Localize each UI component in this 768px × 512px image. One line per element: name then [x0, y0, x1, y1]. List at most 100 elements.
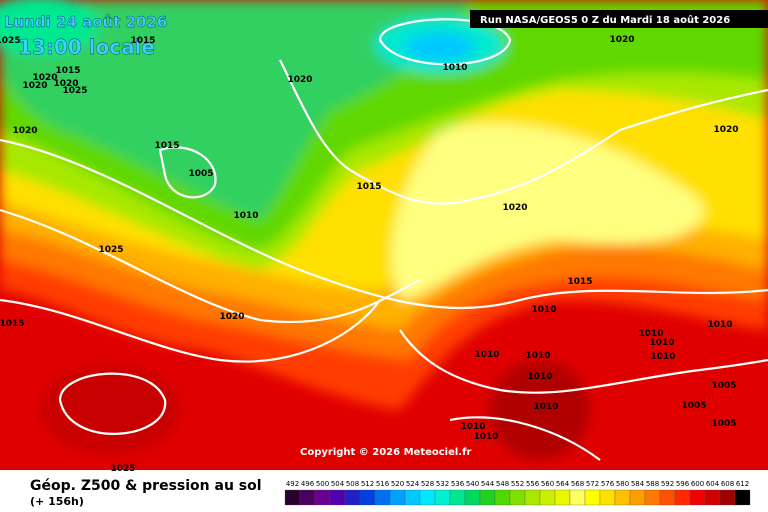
colorbar-swatch: [359, 489, 376, 506]
colorbar-label: 596: [676, 480, 690, 488]
isobar-label: 1010: [527, 372, 552, 382]
isobar-label: 1020: [12, 126, 37, 136]
colorbar-swatch: [734, 489, 751, 506]
colorbar-swatch: [719, 489, 736, 506]
colorbar-label: 604: [706, 480, 720, 488]
colorbar-label: 572: [586, 480, 599, 488]
isobar-label: 1015: [356, 182, 381, 192]
isobar-label: 1020: [53, 79, 78, 89]
colorbar-label: 496: [301, 480, 315, 488]
isobar-label: 1015: [130, 36, 155, 46]
colorbar-label: 548: [496, 480, 509, 488]
forecast-time: 13:00 locale: [18, 35, 155, 59]
colorbar-swatch: [494, 489, 511, 506]
isobar-label: 1010: [474, 350, 499, 360]
isobar-label: 1020: [287, 75, 312, 85]
colorbar-label: 560: [541, 480, 554, 488]
colorbar-swatch: [404, 489, 421, 506]
colorbar-swatch: [689, 489, 706, 506]
colorbar-label: 544: [481, 480, 495, 488]
colorbar-label: 492: [286, 480, 299, 488]
colorbar-swatch: [584, 489, 601, 506]
colorbar-label: 552: [511, 480, 524, 488]
forecast-date: Lundi 24 août 2026: [4, 13, 167, 31]
colorbar-swatch: [704, 489, 721, 506]
isobar-label: 1010: [649, 338, 674, 348]
colorbar-swatch: [524, 489, 541, 506]
isobar-label: 1015: [55, 66, 80, 76]
isobar-label: 1005: [681, 401, 706, 411]
colorbar-swatch: [314, 489, 331, 506]
colorbar-label: 532: [436, 480, 449, 488]
colorbar-label: 612: [736, 480, 749, 488]
isobar-label: 1010: [533, 402, 558, 412]
colorbar-swatch: [509, 489, 526, 506]
colorbar-swatch: [599, 489, 616, 506]
colorbar-swatch: [329, 489, 346, 506]
isobar-label: 1010: [638, 329, 663, 339]
isobar-label: 1025: [0, 36, 21, 46]
isobar-label: 1010: [525, 351, 550, 361]
isobar-label: 1005: [188, 169, 213, 179]
isobar-label: 1010: [531, 305, 556, 315]
colorbar-swatch: [449, 489, 466, 506]
colorbar-label: 556: [526, 480, 540, 488]
colorbar-label: 592: [661, 480, 674, 488]
colorbar-swatch: [629, 489, 646, 506]
isobar-label: 1015: [567, 277, 592, 287]
colorbar-swatch: [434, 489, 451, 506]
isobar-label: 1005: [711, 419, 736, 429]
copyright: Copyright © 2026 Meteociel.fr: [300, 447, 471, 458]
isobar-label: 1020: [502, 203, 527, 213]
isobar-label: 1020: [609, 35, 634, 45]
colorbar-swatch: [659, 489, 676, 506]
colorbar-swatch: [389, 489, 406, 506]
colorbar-swatch: [674, 489, 691, 506]
colorbar-swatch: [464, 489, 481, 506]
colorbar-label: 580: [616, 480, 629, 488]
isobars: [0, 18, 768, 461]
colorbar-label: 520: [391, 480, 404, 488]
isobar-label: 1015: [154, 141, 179, 151]
legend-subtitle: (+ 156h): [30, 495, 84, 508]
colorbar-label: 528: [421, 480, 434, 488]
isobar-label: 1005: [711, 381, 736, 391]
isobar-label: 1010: [650, 352, 675, 362]
colorbar-label: 608: [721, 480, 734, 488]
run-banner: [470, 10, 768, 28]
isobar-label: 1020: [32, 73, 57, 83]
isobar-label: 1025: [98, 245, 123, 255]
colorbar-swatch: [479, 489, 496, 506]
colorbar-swatch: [299, 489, 316, 506]
colorbar-swatch: [419, 489, 436, 506]
isobar-label: 1025: [62, 86, 87, 96]
colorbar-swatch: [614, 489, 631, 506]
isobar-label: 1015: [0, 319, 25, 329]
legend-title: Géop. Z500 & pression au sol: [30, 478, 262, 494]
colorbar-label: 568: [571, 480, 584, 488]
colorbar-swatch: [284, 489, 301, 506]
field: [0, 0, 768, 470]
colorbar-label: 504: [331, 480, 345, 488]
isobar-label: 1010: [707, 320, 732, 330]
colorbar-label: 584: [631, 480, 645, 488]
isobar-label: 1010: [442, 63, 467, 73]
colorbar-label: 576: [601, 480, 615, 488]
isobar-label: 1010: [460, 422, 485, 432]
run-info: Run NASA/GEOS5 0 Z du Mardi 18 août 2026: [480, 14, 730, 26]
colorbar-label: 564: [556, 480, 570, 488]
colorbar-label: 600: [691, 480, 704, 488]
colorbar-swatch: [554, 489, 571, 506]
colorbar-swatch: [569, 489, 586, 506]
colorbar-label: 588: [646, 480, 659, 488]
colorbar-swatch: [374, 489, 391, 506]
colorbar-label: 524: [406, 480, 420, 488]
isobar-label: 1025: [110, 464, 135, 474]
colorbar-label: 508: [346, 480, 359, 488]
isobar-label: 1020: [219, 312, 244, 322]
isobar-label: 1020: [22, 81, 47, 91]
isobar-label: 1010: [473, 432, 498, 442]
colorbar-label: 516: [376, 480, 390, 488]
colorbar-label: 540: [466, 480, 479, 488]
